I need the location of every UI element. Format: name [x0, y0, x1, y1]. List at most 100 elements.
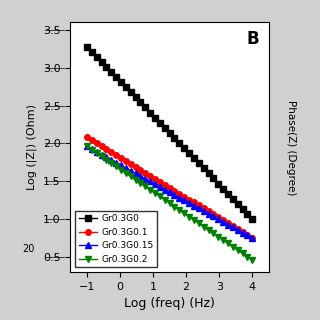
- Gr0.3G0: [129, 90, 132, 94]
- Gr0.3G0.1: [245, 233, 249, 237]
- Gr0.3G0.1: [90, 139, 94, 142]
- Gr0.3G0.1: [109, 150, 113, 154]
- Gr0.3G0.15: [95, 150, 99, 154]
- Gr0.3G0.2: [187, 215, 191, 219]
- Gr0.3G0.1: [236, 227, 240, 231]
- Gr0.3G0.15: [226, 223, 230, 227]
- Gr0.3G0.15: [100, 153, 103, 156]
- Gr0.3G0.15: [139, 174, 142, 178]
- Gr0.3G0.1: [216, 215, 220, 219]
- Gr0.3G0: [182, 146, 186, 150]
- Gr0.3G0: [212, 177, 215, 180]
- Gr0.3G0.15: [245, 233, 249, 237]
- Line: Gr0.3G0.1: Gr0.3G0.1: [84, 135, 255, 241]
- Gr0.3G0.1: [202, 206, 205, 210]
- Gr0.3G0.2: [124, 171, 128, 175]
- Gr0.3G0.2: [100, 155, 103, 158]
- Gr0.3G0.15: [250, 236, 254, 240]
- Gr0.3G0: [148, 111, 152, 115]
- Gr0.3G0.1: [139, 168, 142, 172]
- Gr0.3G0.15: [124, 166, 128, 170]
- Gr0.3G0: [109, 70, 113, 74]
- Gr0.3G0: [163, 126, 167, 130]
- Gr0.3G0: [153, 116, 157, 120]
- Gr0.3G0.2: [95, 151, 99, 155]
- Gr0.3G0.1: [114, 153, 118, 157]
- Gr0.3G0.2: [153, 191, 157, 195]
- Gr0.3G0.15: [148, 180, 152, 183]
- Gr0.3G0.15: [114, 161, 118, 164]
- Gr0.3G0: [207, 172, 211, 175]
- Gr0.3G0.2: [104, 158, 108, 162]
- Gr0.3G0: [226, 192, 230, 196]
- Gr0.3G0.2: [148, 188, 152, 192]
- Gr0.3G0.15: [129, 169, 132, 172]
- Text: 20: 20: [22, 244, 35, 254]
- Gr0.3G0: [114, 75, 118, 79]
- Gr0.3G0.1: [143, 171, 147, 175]
- Gr0.3G0: [250, 217, 254, 221]
- Gr0.3G0.15: [134, 172, 138, 175]
- Gr0.3G0: [134, 95, 138, 99]
- Gr0.3G0.15: [90, 147, 94, 151]
- Gr0.3G0: [95, 55, 99, 59]
- Gr0.3G0.1: [250, 236, 254, 240]
- Gr0.3G0.1: [129, 162, 132, 166]
- Gr0.3G0: [236, 202, 240, 206]
- Gr0.3G0: [100, 60, 103, 64]
- Gr0.3G0.2: [245, 255, 249, 259]
- Gr0.3G0.1: [212, 212, 215, 216]
- Gr0.3G0.15: [231, 225, 235, 229]
- Gr0.3G0: [202, 166, 205, 170]
- Gr0.3G0.15: [153, 182, 157, 186]
- Gr0.3G0.2: [231, 244, 235, 248]
- Gr0.3G0.2: [172, 204, 176, 208]
- Gr0.3G0.15: [241, 231, 244, 235]
- Gr0.3G0: [245, 212, 249, 216]
- Gr0.3G0.15: [109, 158, 113, 162]
- Gr0.3G0.2: [207, 228, 211, 232]
- Gr0.3G0: [143, 106, 147, 109]
- Gr0.3G0: [197, 161, 201, 165]
- Gr0.3G0: [192, 156, 196, 160]
- Gr0.3G0.2: [197, 221, 201, 225]
- Gr0.3G0.2: [221, 238, 225, 242]
- Gr0.3G0.2: [85, 145, 89, 148]
- Gr0.3G0.2: [143, 185, 147, 188]
- Gr0.3G0.2: [192, 218, 196, 222]
- Gr0.3G0.15: [207, 212, 211, 216]
- Gr0.3G0: [104, 65, 108, 69]
- Gr0.3G0.2: [250, 258, 254, 262]
- Gr0.3G0.15: [202, 209, 205, 213]
- Gr0.3G0.2: [90, 148, 94, 152]
- Gr0.3G0: [241, 207, 244, 211]
- Gr0.3G0.15: [182, 198, 186, 202]
- Line: Gr0.3G0.2: Gr0.3G0.2: [84, 144, 255, 263]
- Gr0.3G0.15: [143, 177, 147, 181]
- Gr0.3G0: [221, 187, 225, 190]
- Gr0.3G0.1: [85, 135, 89, 139]
- Text: Phase(Z) (Degree): Phase(Z) (Degree): [286, 100, 296, 195]
- Text: B: B: [246, 30, 259, 48]
- Gr0.3G0.1: [148, 174, 152, 178]
- Gr0.3G0.1: [192, 201, 196, 204]
- Gr0.3G0.15: [187, 201, 191, 205]
- Gr0.3G0.2: [202, 225, 205, 228]
- Gr0.3G0.1: [95, 141, 99, 145]
- Gr0.3G0: [139, 100, 142, 104]
- Gr0.3G0.15: [216, 217, 220, 221]
- Gr0.3G0.1: [158, 180, 162, 184]
- Gr0.3G0.1: [221, 218, 225, 222]
- Gr0.3G0: [168, 131, 172, 135]
- Gr0.3G0.2: [226, 241, 230, 245]
- Gr0.3G0.1: [231, 224, 235, 228]
- Gr0.3G0.1: [153, 177, 157, 181]
- Gr0.3G0.15: [168, 190, 172, 194]
- Line: Gr0.3G0.15: Gr0.3G0.15: [84, 144, 255, 241]
- Gr0.3G0.15: [85, 145, 89, 148]
- Gr0.3G0.1: [104, 147, 108, 151]
- Gr0.3G0: [177, 141, 181, 145]
- Gr0.3G0.1: [197, 204, 201, 207]
- Gr0.3G0.15: [212, 214, 215, 218]
- Gr0.3G0: [172, 136, 176, 140]
